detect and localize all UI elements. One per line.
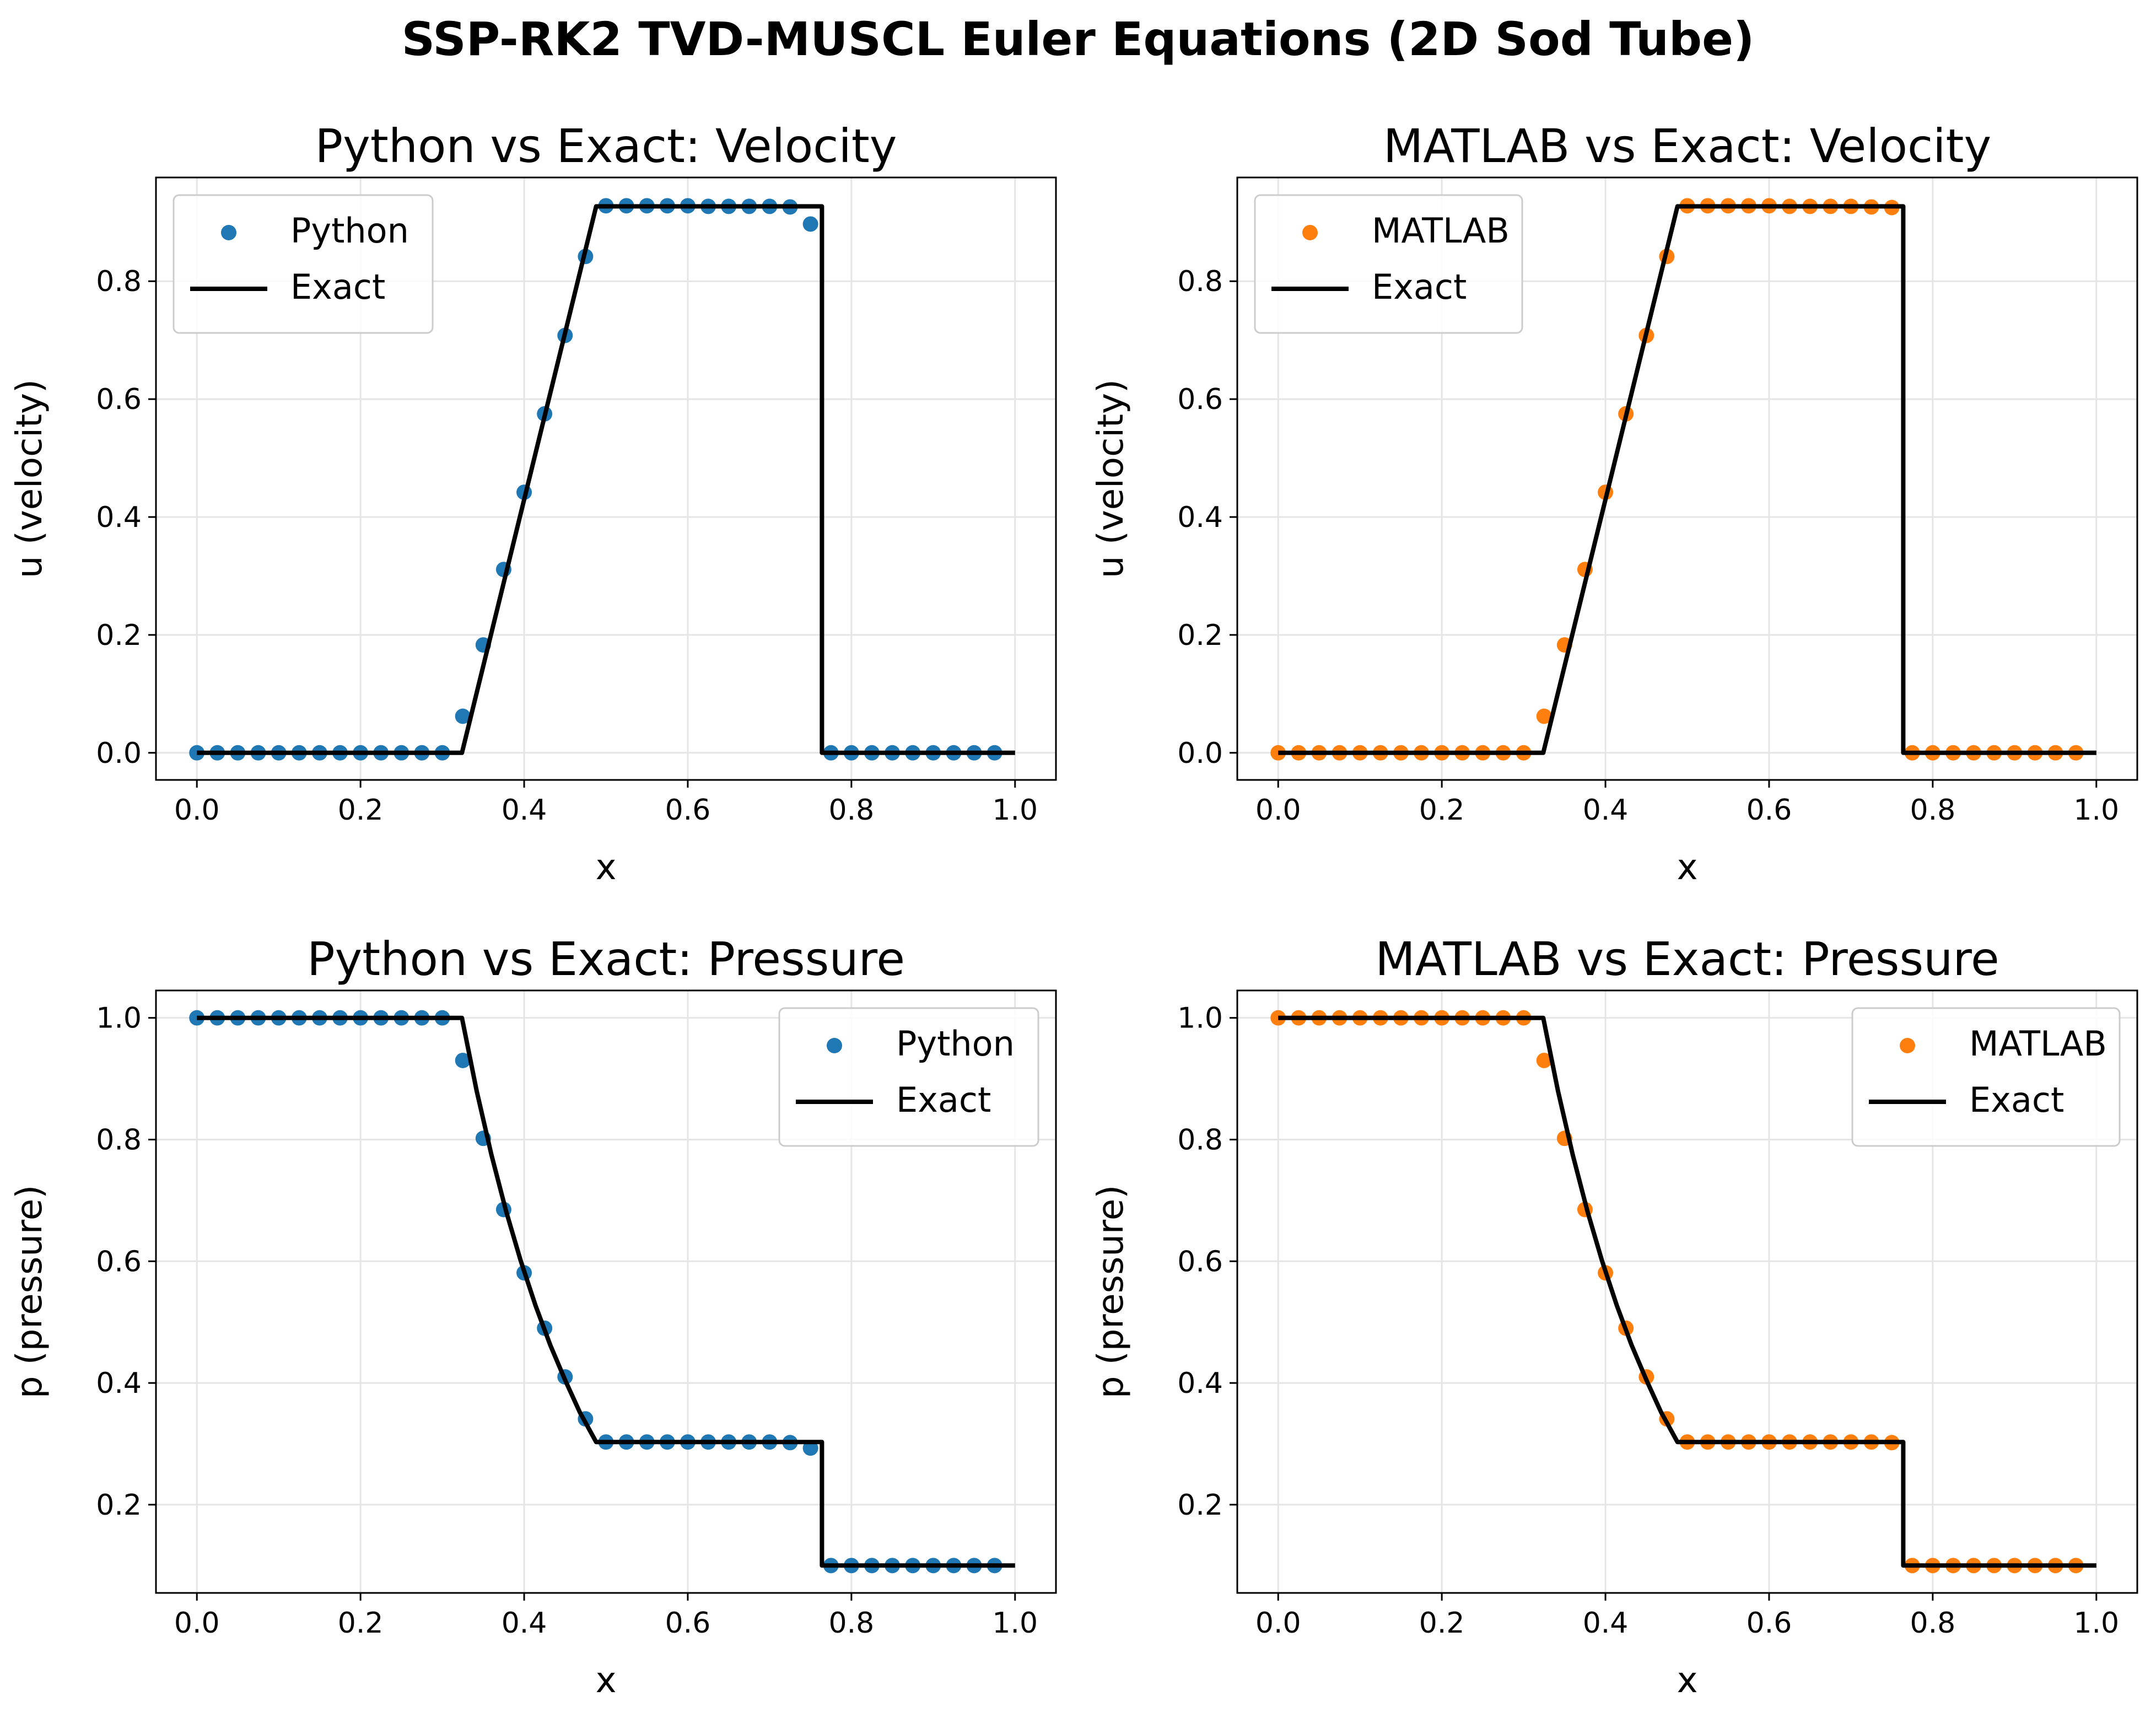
y-tick-label: 0.0 [96, 737, 142, 770]
legend-label: MATLAB [1969, 1024, 2107, 1064]
y-tick-label: 0.8 [1177, 1123, 1223, 1156]
x-tick-label: 0.4 [502, 1607, 547, 1640]
y-tick-label: 0.8 [1177, 265, 1223, 298]
exact-line [1278, 1015, 2096, 1568]
x-tick-label: 0.0 [174, 794, 220, 827]
legend: Python Exact [778, 1007, 1039, 1147]
legend-label: MATLAB [1372, 211, 1510, 251]
exact-line [1278, 204, 2096, 755]
y-tick-label: 0.4 [1177, 501, 1223, 534]
x-tick-label: 0.6 [1747, 1607, 1792, 1640]
legend-label: Exact [1969, 1080, 2064, 1120]
legend: MATLAB Exact [1851, 1007, 2121, 1147]
legend-box [1254, 194, 1523, 334]
x-tick-label: 0.2 [1419, 1607, 1465, 1640]
x-tick-label: 0.0 [1255, 794, 1301, 827]
subplot-3: 0.0 0.2 0.4 0.6 0.8 1.0 0.2 0.4 0.6 0.8 1.0 Python … [9, 932, 1057, 1701]
legend-marker [221, 225, 236, 240]
subplot-title: Python vs Exact: Velocity [315, 119, 897, 173]
y-tick-label: 1.0 [96, 1002, 142, 1035]
legend-box [1851, 1007, 2121, 1147]
y-tick-label: 0.8 [96, 1123, 142, 1156]
data-point [455, 708, 471, 724]
legend-label: Python [896, 1024, 1015, 1064]
x-tick-label: 0.8 [829, 1607, 875, 1640]
subplot-4: 0.0 0.2 0.4 0.6 0.8 1.0 0.2 0.4 0.6 0.8 1.0 MATLAB … [1091, 932, 2138, 1701]
x-tick-label: 0.4 [502, 794, 547, 827]
data-point [1536, 708, 1552, 724]
subplot-title: MATLAB vs Exact: Velocity [1383, 119, 1991, 173]
y-tick-label: 0.2 [1177, 619, 1223, 652]
y-tick-label: 0.2 [96, 1489, 142, 1522]
legend-marker [827, 1038, 842, 1053]
x-tick-label: 0.2 [338, 794, 384, 827]
x-axis-label: x [596, 847, 617, 888]
axes-frame [155, 989, 1057, 1594]
x-axis-label: x [1677, 1660, 1698, 1701]
y-axis-label: u (velocity) [1091, 379, 1131, 578]
x-axis-label: x [596, 1660, 617, 1701]
y-axis-label: p (pressure) [9, 1185, 50, 1398]
y-tick-label: 0.2 [1177, 1489, 1223, 1522]
y-tick-label: 0.4 [96, 1367, 142, 1400]
subplot-title: Python vs Exact: Pressure [307, 932, 905, 986]
legend-box [778, 1007, 1039, 1147]
legend-box [173, 194, 434, 334]
legend: MATLAB Exact [1254, 194, 1523, 334]
figure-title: SSP-RK2 TVD-MUSCL Euler Equations (2D So… [401, 12, 1755, 66]
legend-marker [1302, 225, 1318, 240]
exact-line [197, 1015, 1015, 1568]
x-tick-label: 0.8 [1910, 794, 1956, 827]
data-point [1536, 1052, 1552, 1068]
y-tick-label: 0.8 [96, 265, 142, 298]
x-tick-label: 0.8 [829, 794, 875, 827]
x-tick-label: 0.6 [665, 1607, 711, 1640]
y-axis-label: p (pressure) [1091, 1185, 1131, 1398]
data-point [802, 1440, 818, 1456]
y-tick-label: 1.0 [1177, 1002, 1223, 1035]
y-axis-label: u (velocity) [9, 379, 50, 578]
subplot-title: MATLAB vs Exact: Pressure [1375, 932, 1999, 986]
y-tick-label: 0.4 [96, 501, 142, 534]
y-tick-label: 0.2 [96, 619, 142, 652]
y-tick-label: 0.0 [1177, 737, 1223, 770]
subplot-2: 0.0 0.2 0.4 0.6 0.8 1.0 0.0 0.2 0.4 0.6 0.8 MATLAB … [1091, 119, 2138, 888]
legend-label: Exact [896, 1080, 991, 1120]
x-axis-label: x [1677, 847, 1698, 888]
x-tick-label: 1.0 [992, 1607, 1038, 1640]
axes-frame [1236, 176, 2138, 781]
legend-label: Python [290, 211, 409, 251]
y-tick-label: 0.6 [96, 1245, 142, 1278]
y-tick-label: 0.4 [1177, 1367, 1223, 1400]
y-tick-label: 0.6 [1177, 1245, 1223, 1278]
exact-line [197, 204, 1015, 755]
x-tick-label: 0.4 [1583, 1607, 1629, 1640]
subplot-1: 0.0 0.2 0.4 0.6 0.8 1.0 0.0 0.2 0.4 0.6 0.8 Python … [9, 119, 1057, 888]
legend-label: Exact [1372, 267, 1467, 307]
y-tick-label: 0.6 [1177, 383, 1223, 416]
legend: Python Exact [173, 194, 434, 334]
x-tick-label: 0.2 [338, 1607, 384, 1640]
x-tick-label: 0.0 [174, 1607, 220, 1640]
legend-label: Exact [290, 267, 385, 307]
x-tick-label: 0.6 [665, 794, 711, 827]
x-tick-label: 0.8 [1910, 1607, 1956, 1640]
axes-frame [1236, 989, 2138, 1594]
x-tick-label: 1.0 [992, 794, 1038, 827]
data-point [802, 216, 818, 232]
x-tick-label: 0.4 [1583, 794, 1629, 827]
data-point [455, 1052, 471, 1068]
x-tick-label: 1.0 [2073, 1607, 2119, 1640]
axes-frame [155, 176, 1057, 781]
x-tick-label: 1.0 [2073, 794, 2119, 827]
legend-marker [1900, 1038, 1915, 1053]
x-tick-label: 0.6 [1747, 794, 1792, 827]
y-tick-label: 0.6 [96, 383, 142, 416]
x-tick-label: 0.2 [1419, 794, 1465, 827]
x-tick-label: 0.0 [1255, 1607, 1301, 1640]
